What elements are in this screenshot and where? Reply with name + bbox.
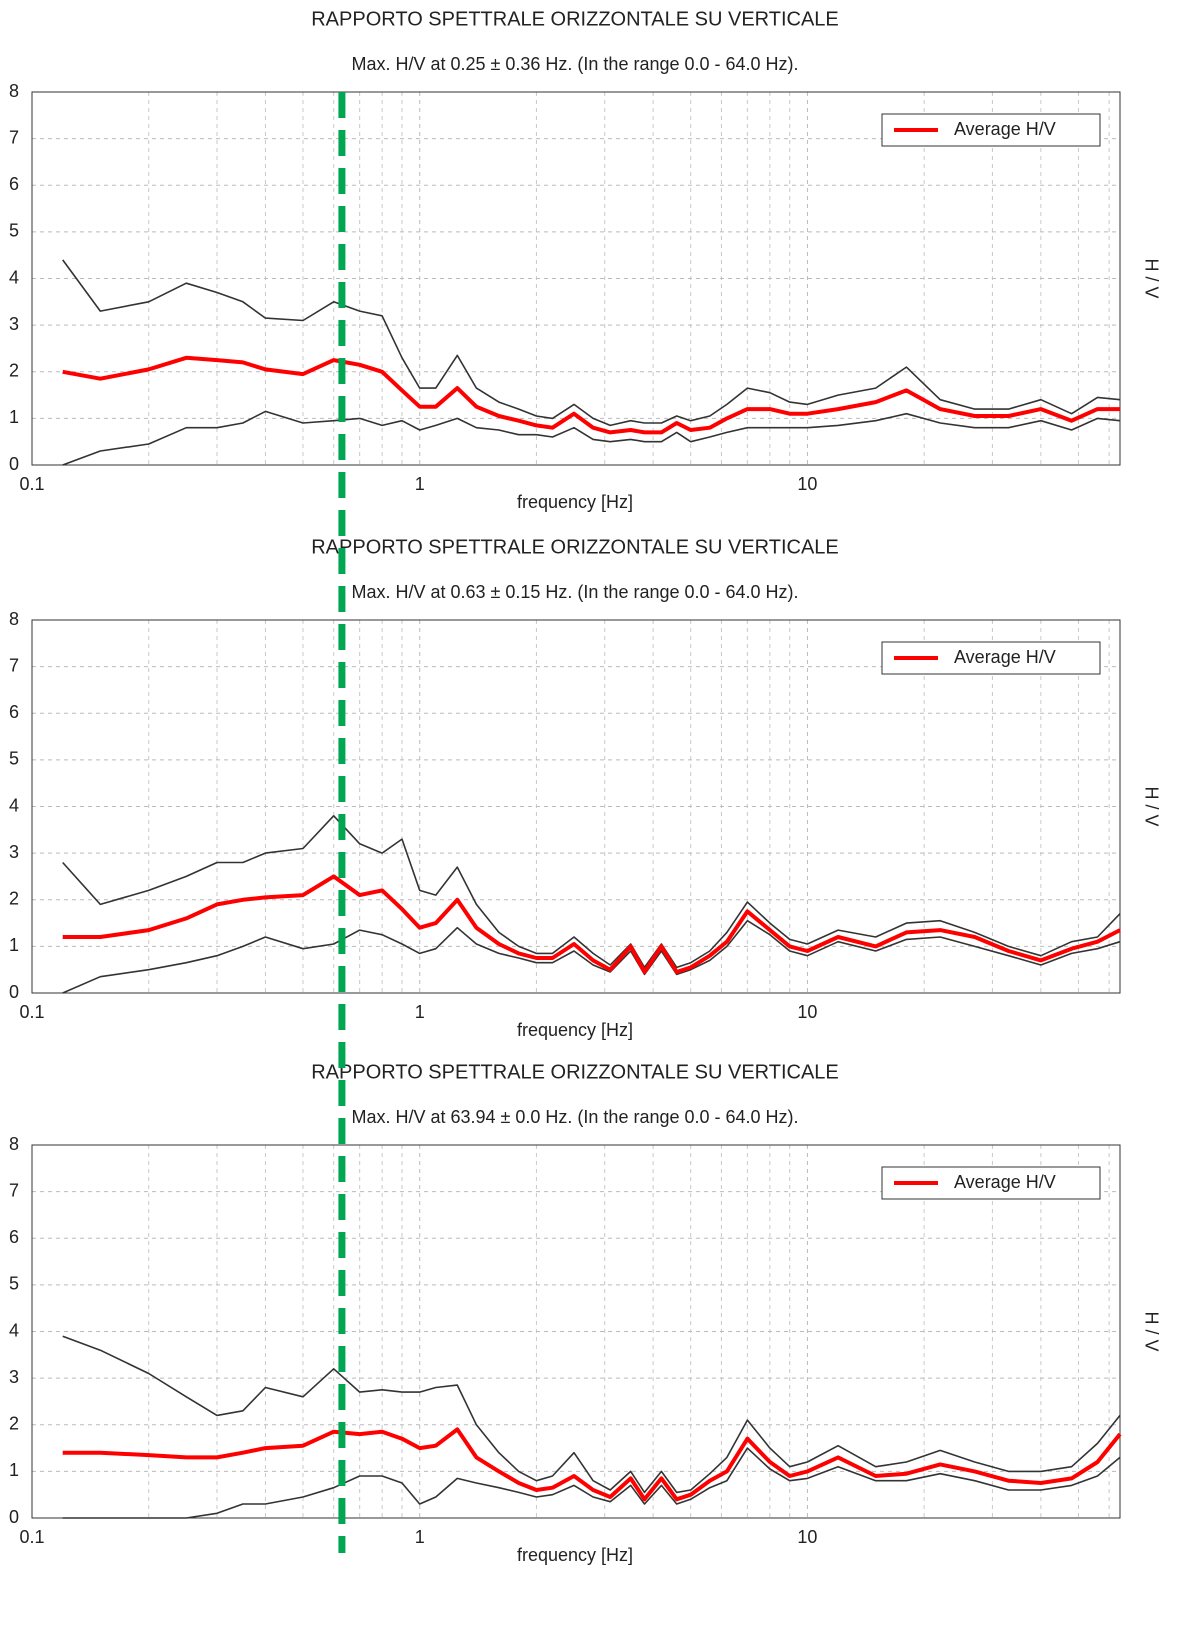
average-line <box>62 355 1120 435</box>
y-axis-label: H / V <box>1141 258 1161 298</box>
x-tick-label: 1 <box>415 474 425 494</box>
bound-line <box>62 1335 1121 1494</box>
legend-label: Average H/V <box>954 647 1056 667</box>
y-tick-label: 5 <box>9 1274 19 1294</box>
y-axis-label: H / V <box>1141 786 1161 826</box>
x-tick-label: 1 <box>415 1002 425 1022</box>
y-tick-label: 4 <box>9 1320 19 1340</box>
x-tick-label: 10 <box>797 1002 817 1022</box>
y-tick-label: 6 <box>9 1227 19 1247</box>
y-axis-label: H / V <box>1141 1311 1161 1351</box>
plot-frame <box>31 91 1121 466</box>
x-tick-label: 0.1 <box>19 1002 44 1022</box>
y-tick-label: 8 <box>9 609 19 629</box>
chart-title: RAPPORTO SPETTRALE ORIZZONTALE SU VERTIC… <box>311 8 839 30</box>
y-tick-label: 2 <box>9 361 19 381</box>
y-tick-label: 8 <box>9 1134 19 1154</box>
y-tick-label: 5 <box>9 749 19 769</box>
chart-subtitle: Max. H/V at 0.25 ± 0.36 Hz. (In the rang… <box>351 54 798 74</box>
y-tick-label: 6 <box>9 174 19 194</box>
y-tick-label: 7 <box>9 127 19 147</box>
bound-line <box>62 259 1121 427</box>
y-tick-label: 0 <box>9 982 19 1002</box>
y-tick-label: 1 <box>9 1460 19 1480</box>
x-axis-label: frequency [Hz] <box>517 1020 633 1040</box>
x-axis-label: frequency [Hz] <box>517 492 633 512</box>
x-axis-label: frequency [Hz] <box>517 1545 633 1565</box>
bound-line <box>62 919 1121 994</box>
legend-label: Average H/V <box>954 1172 1056 1192</box>
y-tick-label: 3 <box>9 314 19 334</box>
y-tick-label: 3 <box>9 1367 19 1387</box>
y-tick-label: 1 <box>9 407 19 427</box>
y-tick-label: 7 <box>9 655 19 675</box>
x-tick-label: 1 <box>415 1527 425 1547</box>
legend-label: Average H/V <box>954 119 1056 139</box>
y-tick-label: 2 <box>9 1414 19 1434</box>
chart-title: RAPPORTO SPETTRALE ORIZZONTALE SU VERTIC… <box>311 536 839 558</box>
chart-subtitle: Max. H/V at 63.94 ± 0.0 Hz. (In the rang… <box>351 1107 798 1127</box>
x-tick-label: 10 <box>797 474 817 494</box>
average-line <box>62 874 1121 974</box>
x-tick-label: 0.1 <box>19 474 44 494</box>
plot-frame <box>31 619 1121 994</box>
y-tick-label: 7 <box>9 1180 19 1200</box>
y-tick-label: 5 <box>9 221 19 241</box>
y-tick-label: 6 <box>9 702 19 722</box>
y-tick-label: 2 <box>9 889 19 909</box>
chart-title: RAPPORTO SPETTRALE ORIZZONTALE SU VERTIC… <box>311 1061 839 1083</box>
chart-subtitle: Max. H/V at 0.63 ± 0.15 Hz. (In the rang… <box>351 582 798 602</box>
y-tick-label: 3 <box>9 842 19 862</box>
x-tick-label: 10 <box>797 1527 817 1547</box>
y-tick-label: 0 <box>9 454 19 474</box>
y-tick-label: 4 <box>9 267 19 287</box>
average-line <box>62 1427 1122 1502</box>
plot-frame <box>31 1144 1121 1519</box>
bound-line <box>62 814 1121 969</box>
y-tick-label: 0 <box>9 1507 19 1527</box>
bound-line <box>62 1447 1121 1519</box>
y-tick-label: 8 <box>9 81 19 101</box>
bound-line <box>62 410 1121 466</box>
y-tick-label: 1 <box>9 935 19 955</box>
y-tick-label: 4 <box>9 795 19 815</box>
x-tick-label: 0.1 <box>19 1527 44 1547</box>
